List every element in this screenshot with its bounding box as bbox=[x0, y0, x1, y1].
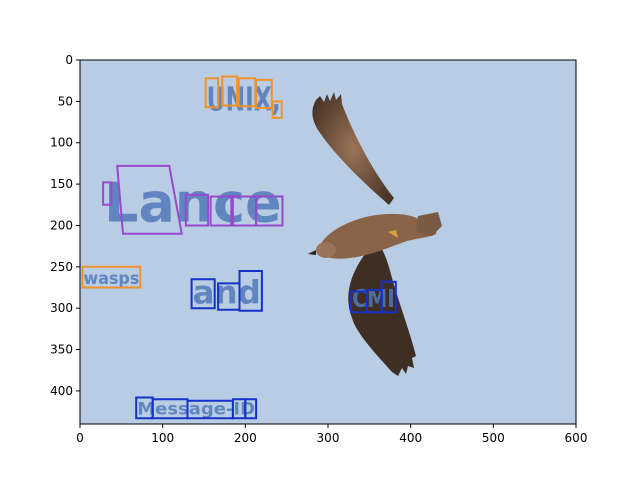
annotation-box bbox=[204, 77, 220, 109]
annotation-box bbox=[221, 75, 239, 107]
scene-word-text: and bbox=[193, 276, 261, 312]
x-tick-label: 500 bbox=[482, 431, 505, 445]
bird-beak bbox=[308, 250, 316, 255]
annotation-box bbox=[116, 164, 183, 235]
y-tick-label: 400 bbox=[50, 384, 73, 398]
annotation-boxes bbox=[81, 75, 397, 420]
annotation-box bbox=[102, 181, 113, 206]
bird-upper-wing bbox=[312, 92, 394, 205]
scene-word-text: Message-ID bbox=[137, 399, 255, 418]
annotation-box bbox=[271, 100, 283, 119]
y-tick-label: 100 bbox=[50, 136, 73, 150]
annotation-box bbox=[244, 398, 258, 420]
y-tick-label: 0 bbox=[65, 53, 73, 67]
scene-word-text: wasps bbox=[83, 269, 139, 288]
annotation-box bbox=[184, 193, 210, 227]
y-tick-label: 300 bbox=[50, 301, 73, 315]
y-tick-label: 350 bbox=[50, 343, 73, 357]
bird-feet bbox=[388, 230, 398, 238]
x-tick-label: 0 bbox=[76, 431, 84, 445]
y-tick-label: 150 bbox=[50, 177, 73, 191]
x-tick-label: 300 bbox=[317, 431, 340, 445]
annotation-box bbox=[238, 270, 263, 312]
x-tick-label: 200 bbox=[234, 431, 257, 445]
x-tick-label: 600 bbox=[565, 431, 588, 445]
x-axis: 0 100 200 300 400 500 600 bbox=[76, 424, 587, 445]
x-tick-label: 100 bbox=[151, 431, 174, 445]
bird-head bbox=[316, 242, 336, 258]
bird-body bbox=[318, 213, 437, 259]
x-tick-label: 400 bbox=[399, 431, 422, 445]
annotation-box bbox=[209, 195, 233, 227]
scene-word-text: CMI bbox=[352, 284, 395, 313]
annotation-box bbox=[380, 280, 397, 314]
annotation-box bbox=[255, 195, 284, 227]
y-tick-label: 50 bbox=[58, 94, 73, 108]
y-axis: 0 50 100 150 200 250 300 350 400 bbox=[50, 53, 80, 398]
annotation-box bbox=[190, 278, 216, 310]
bird-tail bbox=[416, 212, 442, 236]
scene-word-text: Lance bbox=[104, 172, 281, 235]
annotation-box bbox=[81, 265, 142, 289]
y-tick-label: 250 bbox=[50, 260, 73, 274]
y-tick-label: 200 bbox=[50, 218, 73, 232]
